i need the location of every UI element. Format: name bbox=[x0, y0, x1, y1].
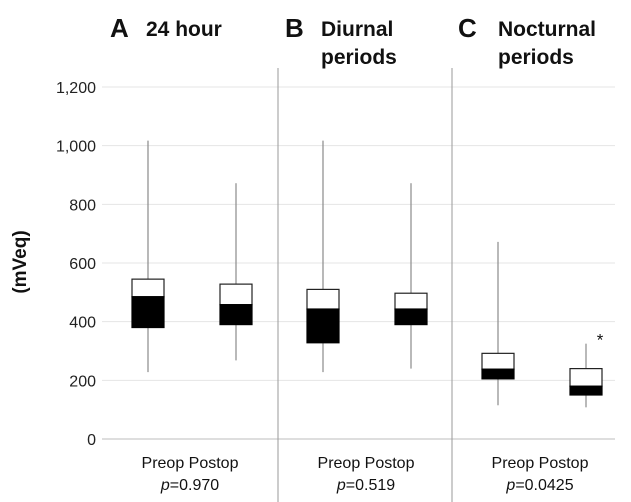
y-axis-ticks: 0 200 400 600 800 1,000 1,200 bbox=[56, 80, 96, 449]
panel-letter: B bbox=[285, 13, 304, 43]
p-value: p=0.970 bbox=[160, 477, 219, 494]
y-axis-label: (mVeq) bbox=[10, 230, 31, 293]
gridlines bbox=[102, 86, 615, 440]
panel-title-line: periods bbox=[321, 46, 397, 69]
box-preop bbox=[481, 241, 515, 406]
panel-title-line: Nocturnal bbox=[498, 18, 596, 41]
box-upper-half bbox=[569, 368, 603, 387]
p-value-symbol: p bbox=[336, 477, 346, 494]
y-tick-label: 1,200 bbox=[56, 80, 96, 97]
x-category-labels: Preop Postop bbox=[492, 455, 589, 472]
box-lower-half bbox=[394, 308, 428, 326]
box-postop bbox=[219, 183, 253, 361]
panel-c: C Nocturnal periods * Preop Postop p=0.0425 bbox=[458, 13, 604, 494]
y-tick-label: 400 bbox=[69, 315, 96, 332]
box-lower-half bbox=[219, 304, 253, 326]
y-tick-label: 0 bbox=[87, 432, 96, 449]
panel-b: B Diurnal periods Preop Postop p=0.519 bbox=[285, 13, 428, 494]
p-value: p=0.0425 bbox=[505, 477, 573, 494]
box-postop bbox=[394, 183, 428, 369]
p-value-number: =0.970 bbox=[170, 477, 219, 494]
p-value-number: =0.0425 bbox=[515, 477, 573, 494]
p-value-symbol: p bbox=[160, 477, 170, 494]
box-lower-half bbox=[131, 296, 165, 329]
panel-a: A 24 hour Preop Postop p=0.970 bbox=[110, 13, 253, 494]
box-upper-half bbox=[394, 292, 428, 310]
panel-title-line: Diurnal bbox=[321, 18, 393, 41]
panel-letter: C bbox=[458, 13, 477, 43]
box-upper-half bbox=[219, 283, 253, 306]
box-upper-half bbox=[481, 352, 515, 370]
y-tick-label: 1,000 bbox=[56, 139, 96, 156]
box-postop: * bbox=[569, 331, 604, 408]
x-category-labels: Preop Postop bbox=[318, 455, 415, 472]
p-value-symbol: p bbox=[505, 477, 515, 494]
y-tick-label: 600 bbox=[69, 256, 96, 273]
box-upper-half bbox=[306, 288, 340, 310]
p-value-number: =0.519 bbox=[346, 477, 395, 494]
significance-marker: * bbox=[597, 331, 604, 350]
panel-title-line: 24 hour bbox=[146, 18, 222, 41]
panel-letter: A bbox=[110, 13, 129, 43]
y-tick-label: 800 bbox=[69, 197, 96, 214]
panel-dividers bbox=[277, 68, 453, 502]
p-value: p=0.519 bbox=[336, 477, 395, 494]
y-tick-label: 200 bbox=[69, 373, 96, 390]
box-preop bbox=[306, 140, 340, 373]
box-lower-half bbox=[481, 368, 515, 380]
panel-title-line: periods bbox=[498, 46, 574, 69]
x-category-labels: Preop Postop bbox=[142, 455, 239, 472]
box-preop bbox=[131, 140, 165, 373]
box-lower-half bbox=[569, 385, 603, 396]
box-lower-half bbox=[306, 308, 340, 344]
box-upper-half bbox=[131, 278, 165, 298]
